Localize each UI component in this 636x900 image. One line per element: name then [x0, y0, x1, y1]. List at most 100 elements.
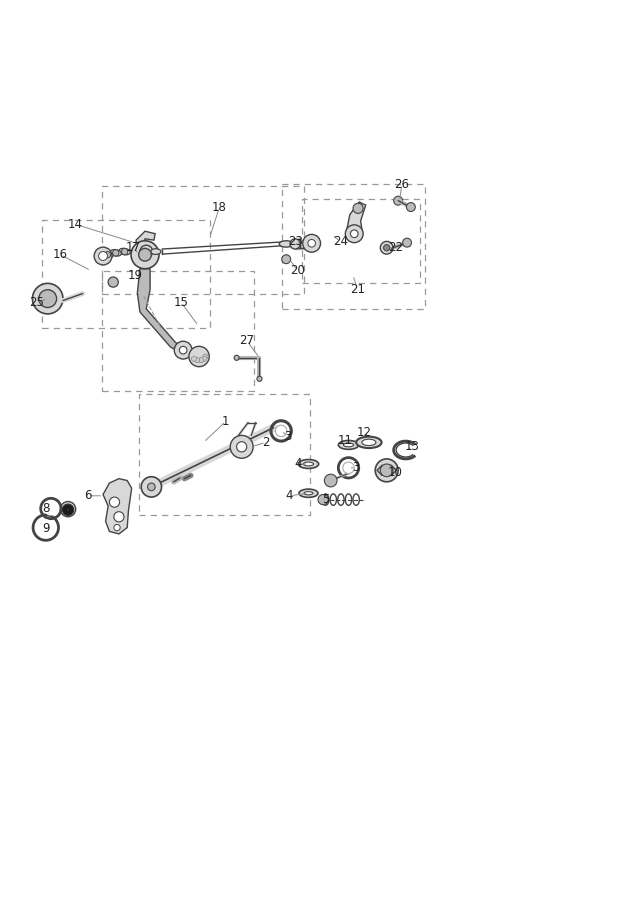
Circle shape [140, 245, 153, 258]
Circle shape [257, 376, 262, 382]
Circle shape [94, 248, 112, 265]
Bar [102, 271, 254, 392]
Circle shape [384, 245, 390, 251]
Text: 4: 4 [286, 490, 293, 502]
Bar [42, 220, 210, 328]
Text: 14: 14 [67, 218, 83, 230]
Circle shape [148, 483, 155, 490]
Polygon shape [377, 465, 396, 475]
Circle shape [202, 356, 207, 361]
Circle shape [121, 248, 128, 255]
Circle shape [343, 462, 354, 473]
Text: 4: 4 [294, 457, 301, 471]
Ellipse shape [338, 440, 359, 449]
Text: 16: 16 [53, 248, 68, 261]
Text: 1: 1 [222, 415, 230, 428]
Circle shape [60, 501, 76, 517]
Text: 21: 21 [350, 284, 365, 296]
Circle shape [308, 239, 315, 248]
Circle shape [114, 525, 120, 531]
Text: 19: 19 [128, 268, 143, 282]
Circle shape [108, 277, 118, 287]
Circle shape [198, 357, 204, 363]
Circle shape [131, 241, 159, 269]
Ellipse shape [119, 248, 130, 255]
Text: 10: 10 [388, 466, 403, 479]
Circle shape [32, 284, 63, 314]
Circle shape [282, 255, 291, 264]
Circle shape [191, 356, 197, 361]
Bar [102, 186, 304, 294]
Ellipse shape [304, 491, 313, 495]
Circle shape [394, 196, 403, 205]
Polygon shape [137, 269, 196, 358]
Circle shape [345, 225, 363, 243]
Circle shape [203, 354, 208, 359]
Ellipse shape [102, 251, 113, 258]
Text: 11: 11 [337, 434, 352, 447]
Bar [282, 184, 425, 309]
Circle shape [234, 356, 239, 360]
Text: 2: 2 [262, 436, 270, 449]
Circle shape [353, 203, 363, 213]
Text: 7: 7 [64, 504, 72, 517]
Text: 20: 20 [290, 264, 305, 277]
Text: 25: 25 [29, 296, 45, 309]
Circle shape [303, 234, 321, 252]
Text: 24: 24 [333, 235, 348, 248]
Polygon shape [103, 479, 132, 534]
Circle shape [139, 248, 151, 261]
Ellipse shape [303, 462, 314, 466]
Text: 18: 18 [212, 201, 227, 213]
Text: 15: 15 [174, 296, 189, 309]
Circle shape [380, 464, 393, 477]
Ellipse shape [110, 249, 121, 256]
Text: 22: 22 [388, 241, 403, 255]
Circle shape [237, 442, 247, 452]
Ellipse shape [343, 443, 354, 446]
Text: 23: 23 [288, 235, 303, 248]
Circle shape [350, 230, 358, 238]
Polygon shape [347, 202, 366, 240]
Text: 27: 27 [239, 334, 254, 347]
Text: 8: 8 [43, 502, 50, 515]
Circle shape [275, 425, 287, 436]
Text: 12: 12 [357, 426, 372, 438]
Circle shape [189, 346, 209, 366]
Ellipse shape [362, 439, 376, 446]
Circle shape [104, 252, 111, 258]
Circle shape [179, 346, 187, 354]
Circle shape [99, 252, 107, 260]
Bar [139, 394, 310, 515]
Circle shape [318, 494, 328, 505]
Circle shape [403, 238, 411, 248]
Circle shape [109, 497, 120, 508]
Ellipse shape [279, 241, 293, 248]
Circle shape [195, 357, 200, 363]
Circle shape [380, 241, 393, 254]
Text: 26: 26 [394, 177, 410, 191]
Circle shape [114, 512, 124, 522]
Circle shape [375, 459, 398, 482]
Circle shape [113, 249, 119, 256]
Circle shape [174, 341, 192, 359]
Circle shape [406, 202, 415, 211]
Circle shape [290, 238, 300, 249]
Text: 9: 9 [43, 522, 50, 535]
Circle shape [39, 290, 57, 308]
Text: 13: 13 [404, 440, 420, 454]
Text: 17: 17 [126, 241, 141, 255]
Polygon shape [136, 231, 155, 255]
Ellipse shape [299, 489, 318, 498]
Text: 3: 3 [284, 429, 292, 443]
Circle shape [141, 477, 162, 497]
Text: 6: 6 [84, 490, 92, 502]
Circle shape [230, 436, 253, 458]
Bar [302, 199, 420, 284]
Text: 3: 3 [352, 462, 360, 474]
Text: 5: 5 [322, 493, 330, 506]
Circle shape [324, 474, 337, 487]
Ellipse shape [298, 460, 319, 468]
Circle shape [62, 504, 74, 516]
Ellipse shape [151, 248, 161, 255]
